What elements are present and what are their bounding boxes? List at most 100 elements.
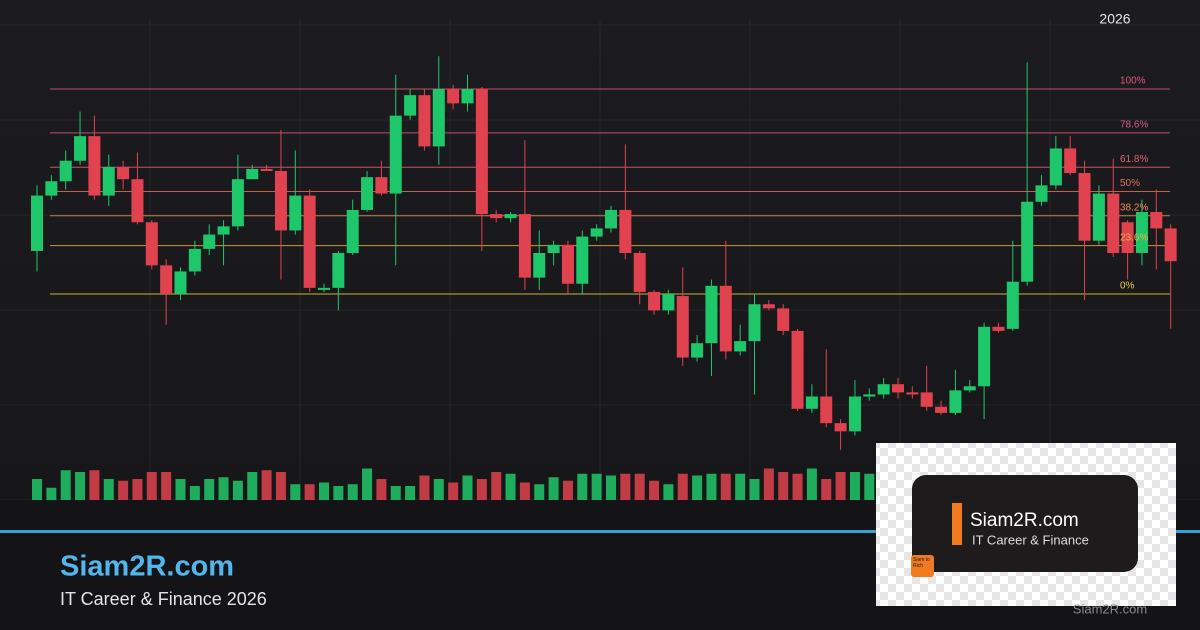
volume-bar: [218, 477, 229, 500]
candle-body: [31, 195, 43, 251]
candle-body: [518, 214, 531, 278]
candle-body: [633, 253, 646, 292]
candle-body: [834, 423, 847, 432]
volume-bar: [476, 479, 487, 500]
volume-bar: [46, 487, 57, 500]
volume-bar: [763, 468, 774, 500]
volume-bar: [433, 479, 444, 500]
logo-accent: [952, 503, 962, 545]
volume-bar: [419, 475, 430, 500]
candle-body: [260, 168, 273, 171]
candle-body: [1164, 228, 1177, 262]
volume-bar: [735, 473, 746, 500]
candle-body: [892, 384, 904, 393]
volume-bar: [677, 473, 688, 500]
candle-body: [705, 285, 718, 344]
volume-bar: [204, 479, 215, 500]
candle-body: [289, 195, 302, 231]
volume-bar: [706, 473, 717, 500]
volume-bar: [835, 472, 846, 500]
volume-bar: [462, 475, 473, 500]
candle-body: [590, 228, 603, 237]
candle-body: [920, 392, 933, 407]
logo-card: [912, 475, 1138, 572]
candle-body: [619, 209, 632, 253]
candle-body: [805, 396, 818, 409]
candle-body: [1121, 222, 1134, 253]
logo-badge: [911, 555, 934, 577]
candle-body: [432, 89, 445, 147]
volume-bar: [548, 477, 559, 500]
candle-body: [145, 222, 158, 266]
candle-body: [978, 326, 991, 387]
candle-body: [1107, 193, 1120, 253]
volume-bar: [749, 479, 760, 500]
candle-body: [906, 392, 919, 395]
candle-body: [863, 394, 876, 397]
volume-bar: [261, 470, 272, 500]
candle-body: [734, 341, 747, 352]
candle-body: [318, 287, 330, 290]
candle-body: [59, 160, 72, 182]
candle-body: [1078, 173, 1091, 241]
candle-body: [676, 296, 689, 358]
candle-body: [691, 343, 704, 358]
volume-bar: [146, 472, 157, 500]
volume-bar: [606, 475, 616, 500]
volume-bar: [692, 475, 703, 500]
candle-body: [561, 244, 574, 284]
candle-body: [1135, 212, 1148, 253]
candle-body: [461, 89, 474, 104]
volume-bar: [161, 472, 172, 500]
candle-body: [45, 181, 58, 196]
candle-body: [131, 179, 144, 223]
card-tagline: IT Career & Finance: [972, 532, 1089, 547]
candle-body: [246, 168, 259, 180]
candle-body: [848, 396, 861, 432]
candle-body: [447, 89, 460, 104]
tagline: IT Career & Finance 2026: [60, 589, 267, 609]
volume-bar: [448, 482, 459, 500]
candle-body: [1021, 201, 1034, 282]
volume-bar: [663, 484, 674, 500]
volume-bar: [634, 473, 645, 500]
candle-body: [203, 234, 216, 249]
volume-bar: [577, 473, 588, 500]
badge-holder: Siam to Rich: [913, 557, 930, 569]
candle-body: [160, 265, 173, 294]
candle-body: [533, 253, 546, 278]
volume-bar: [362, 468, 373, 500]
candle-body: [547, 244, 560, 253]
candle-body: [231, 179, 244, 227]
volume-bar: [519, 482, 530, 500]
volume-bar: [562, 480, 573, 500]
candle-body: [361, 177, 374, 210]
candle-body: [1092, 193, 1105, 241]
volume-bar: [304, 484, 315, 500]
card-site: Siam2R.com: [970, 510, 1079, 531]
badge-text: Siam to Rich: [913, 557, 930, 569]
volume-bar: [849, 472, 860, 500]
candle-body: [963, 386, 976, 391]
volume-bar: [720, 473, 731, 500]
volume-bar: [275, 472, 286, 500]
candle-body: [303, 195, 316, 288]
level-label: 38.2%: [1120, 202, 1148, 213]
volume-bar: [864, 473, 875, 500]
volume-bar: [290, 484, 301, 500]
volume-bar: [319, 482, 329, 500]
candle-body: [949, 390, 962, 413]
site-name: Siam2R.com: [60, 551, 234, 583]
candle-body: [332, 253, 345, 288]
volume-bar: [534, 484, 545, 500]
period-label: 2026: [1099, 11, 1130, 27]
candle-body: [217, 226, 230, 235]
candle-body: [762, 304, 775, 309]
volume-bar: [620, 473, 631, 500]
candle-body: [576, 236, 589, 284]
level-label: 0%: [1120, 281, 1135, 292]
candle-body: [274, 171, 287, 231]
volume-bar: [405, 486, 416, 500]
